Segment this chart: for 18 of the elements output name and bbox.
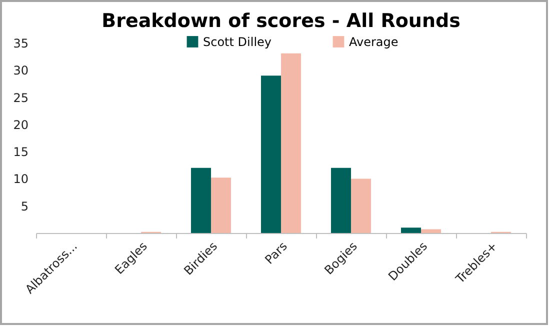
y-tick-label: 10 [13, 172, 28, 186]
y-tick-label: 35 [13, 36, 28, 50]
y-tick-label: 30 [13, 64, 28, 78]
bar [281, 53, 301, 233]
bar [261, 76, 281, 233]
bar [191, 168, 211, 233]
y-tick-label: 5 [20, 199, 28, 214]
y-tick-label: 15 [13, 145, 28, 160]
chart-title: Breakdown of scores - All Rounds [102, 10, 460, 32]
y-tick-label: 25 [13, 90, 28, 105]
bar [421, 229, 441, 233]
y-tick-label: 20 [13, 118, 28, 132]
legend-label: Average [349, 34, 398, 49]
legend-label: Scott Dilley [203, 34, 272, 49]
bar [211, 178, 231, 233]
bar [331, 168, 351, 233]
bar [351, 178, 371, 233]
bar [401, 228, 421, 233]
